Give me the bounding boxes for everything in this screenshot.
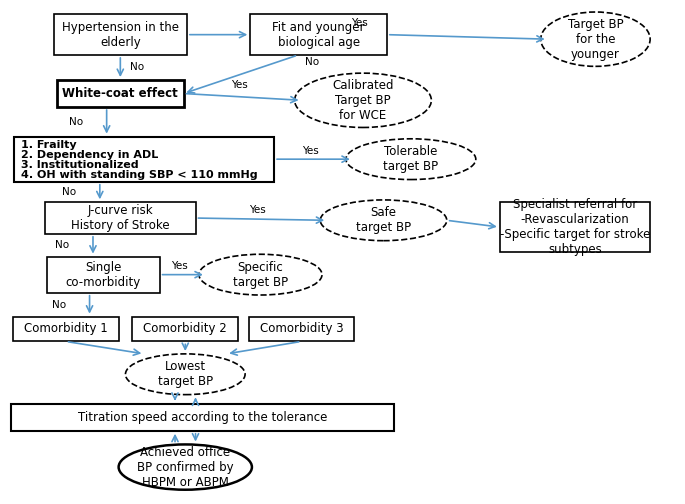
- Text: Comorbidity 1: Comorbidity 1: [24, 323, 108, 336]
- FancyBboxPatch shape: [132, 317, 238, 341]
- Text: Safe
target BP: Safe target BP: [356, 206, 411, 234]
- FancyBboxPatch shape: [500, 202, 650, 252]
- Ellipse shape: [125, 354, 245, 395]
- Text: Comorbidity 3: Comorbidity 3: [260, 323, 343, 336]
- FancyBboxPatch shape: [53, 14, 187, 55]
- Text: Yes: Yes: [351, 18, 368, 28]
- Text: Comorbidity 2: Comorbidity 2: [143, 323, 227, 336]
- Text: No: No: [130, 62, 145, 73]
- Ellipse shape: [199, 254, 322, 295]
- Text: White-coat effect: White-coat effect: [62, 87, 178, 100]
- Text: Tolerable
target BP: Tolerable target BP: [384, 145, 438, 173]
- Text: Yes: Yes: [231, 80, 247, 90]
- Text: 1. Frailty: 1. Frailty: [21, 140, 77, 150]
- Text: Specialist referral for
-Revascularization
-Specific target for stroke
subtypes: Specialist referral for -Revascularizati…: [500, 198, 650, 256]
- Text: No: No: [55, 240, 69, 250]
- Text: Single
co-morbidity: Single co-morbidity: [66, 261, 141, 289]
- Text: 3. Institutionalized: 3. Institutionalized: [21, 160, 139, 170]
- Ellipse shape: [119, 445, 252, 490]
- FancyBboxPatch shape: [250, 14, 387, 55]
- Text: No: No: [68, 117, 83, 127]
- Text: Titration speed according to the tolerance: Titration speed according to the toleran…: [77, 411, 327, 424]
- Text: Yes: Yes: [249, 205, 266, 215]
- FancyBboxPatch shape: [14, 137, 274, 182]
- Text: Yes: Yes: [301, 146, 319, 156]
- Text: No: No: [62, 187, 76, 197]
- FancyBboxPatch shape: [11, 404, 394, 431]
- Ellipse shape: [295, 73, 432, 128]
- FancyBboxPatch shape: [249, 317, 354, 341]
- FancyBboxPatch shape: [57, 80, 184, 107]
- Ellipse shape: [321, 200, 447, 241]
- Ellipse shape: [346, 139, 476, 179]
- Text: Calibrated
Target BP
for WCE: Calibrated Target BP for WCE: [332, 79, 394, 122]
- Text: Lowest
target BP: Lowest target BP: [158, 360, 213, 388]
- Text: J-curve risk
History of Stroke: J-curve risk History of Stroke: [71, 204, 170, 232]
- Text: Hypertension in the
elderly: Hypertension in the elderly: [62, 21, 179, 49]
- Text: Achieved office
BP confirmed by
HBPM or ABPM: Achieved office BP confirmed by HBPM or …: [137, 446, 234, 488]
- Ellipse shape: [540, 12, 650, 67]
- Text: Fit and younger
biological age: Fit and younger biological age: [273, 21, 365, 49]
- Text: Target BP
for the
younger: Target BP for the younger: [568, 18, 623, 60]
- Text: No: No: [52, 300, 66, 309]
- Text: 2. Dependency in ADL: 2. Dependency in ADL: [21, 150, 158, 160]
- Text: Specific
target BP: Specific target BP: [233, 261, 288, 289]
- Text: 4. OH with standing SBP < 110 mmHg: 4. OH with standing SBP < 110 mmHg: [21, 170, 258, 180]
- Text: Yes: Yes: [171, 261, 188, 271]
- Text: No: No: [305, 57, 319, 67]
- FancyBboxPatch shape: [47, 257, 160, 293]
- FancyBboxPatch shape: [45, 202, 195, 234]
- FancyBboxPatch shape: [12, 317, 119, 341]
